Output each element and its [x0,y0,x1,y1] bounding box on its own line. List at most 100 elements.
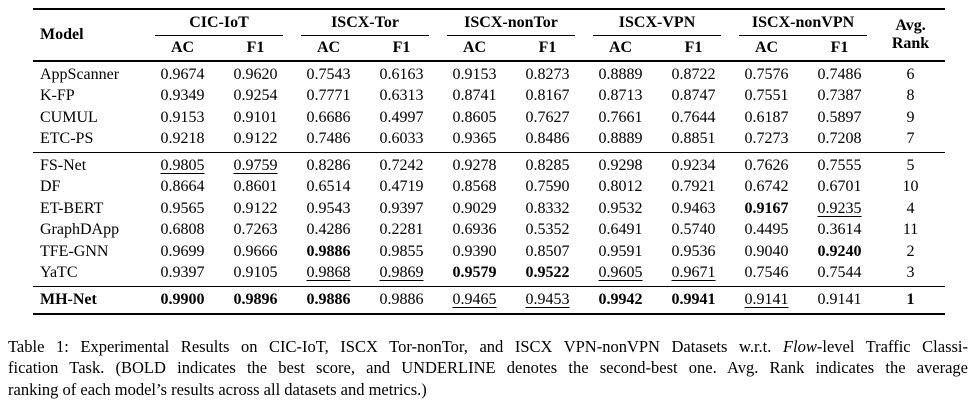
value-cell: 0.8605 [452,108,497,126]
value-cell: 0.9397 [160,264,205,281]
value-cell: 0.8568 [452,178,497,195]
value-cell: 0.8747 [671,87,716,104]
value-cell: 0.9886 [379,290,424,308]
table-row: K-FP 0.9349 0.9254 0.7771 0.6313 0.8741 0.8167… [33,86,945,108]
value-cell: 0.4286 [306,221,351,238]
value-cell: 0.9855 [379,242,424,260]
value-cell: 0.9122 [233,199,278,217]
avg-rank-cell: 10 [902,178,919,195]
table-row: FS-Net 0.9805 0.9759 0.8286 0.7242 0.9278 0.82… [33,153,945,177]
value-cell: 0.9543 [306,199,351,217]
avg-rank-cell: 8 [906,87,915,104]
value-cell: 0.8486 [525,130,570,147]
value-cell: 0.9868 [306,264,351,281]
avg-rank-cell: 4 [906,199,915,217]
value-cell: 0.9298 [598,156,643,174]
metric-header-ac: AC [438,36,511,62]
value-cell: 0.8722 [671,65,716,83]
value-cell: 0.9896 [233,290,278,308]
model-name-cell: ETC-PS [40,130,94,147]
value-cell: 0.6742 [744,178,789,195]
table-caption: Table 1: Experimental Results on CIC-IoT… [8,336,968,401]
table-row: YaTC 0.9397 0.9105 0.9868 0.9869 0.9579 0.9522… [33,263,945,287]
value-cell: 0.5352 [525,221,570,238]
value-cell: 0.3614 [817,221,862,238]
value-cell: 0.8889 [598,65,643,83]
value-cell: 0.9029 [452,199,497,217]
value-cell: 0.4997 [379,108,424,126]
value-cell: 0.8664 [160,178,205,195]
avg-rank-line1: Avg. [895,17,926,35]
value-cell: 0.9605 [598,264,643,281]
table-row: CUMUL 0.9153 0.9101 0.6686 0.4997 0.8605 0.762… [33,107,945,129]
value-cell: 0.9942 [598,290,643,308]
column-header-avg-rank: Avg. Rank [876,9,946,62]
value-cell: 0.9153 [452,65,497,83]
value-cell: 0.8713 [598,87,643,104]
value-cell: 0.8285 [525,156,570,174]
value-cell: 0.9666 [233,242,278,260]
value-cell: 0.9390 [452,242,497,260]
value-cell: 0.7627 [525,108,570,126]
value-cell: 0.9805 [160,156,205,174]
group-label: ISCX-nonVPN [739,14,868,36]
value-cell: 0.7273 [744,130,789,147]
value-cell: 0.9167 [744,199,789,217]
avg-rank-cell: 6 [906,65,915,83]
value-cell: 0.8012 [598,178,643,195]
group-header-iscx-nontor: ISCX-nonTor [438,9,584,36]
avg-rank-cell: 9 [906,108,915,126]
value-cell: 0.7543 [306,65,351,83]
value-cell: 0.9365 [452,130,497,147]
value-cell: 0.9536 [671,242,716,260]
metric-header-ac: AC [292,36,365,62]
value-cell: 0.9153 [160,108,205,126]
value-cell: 0.7544 [817,264,862,281]
value-cell: 0.5740 [671,221,716,238]
value-cell: 0.9218 [160,130,205,147]
value-cell: 0.9674 [160,65,205,83]
avg-rank-cell: 3 [906,264,915,281]
group-header-iscx-tor: ISCX-Tor [292,9,438,36]
group-header-iscx-nonvpn: ISCX-nonVPN [730,9,876,36]
model-name-cell: K-FP [40,87,75,104]
model-name-cell: TFE-GNN [40,242,109,260]
table-section: MH-Net 0.9900 0.9896 0.9886 0.9886 0.9465 0.94… [33,286,946,314]
value-cell: 0.7626 [744,156,789,174]
value-cell: 0.9141 [744,290,789,308]
value-cell: 0.7921 [671,178,716,195]
caption-line-3: ranking of each model’s results across a… [8,379,427,399]
table-header: Model CIC-IoT ISCX-Tor ISCX-nonTor ISCX-… [33,9,946,62]
value-cell: 0.9759 [233,156,278,174]
value-cell: 0.9397 [379,199,424,217]
value-cell: 0.7771 [306,87,351,104]
value-cell: 0.9941 [671,290,716,308]
value-cell: 0.7644 [671,108,716,126]
value-cell: 0.7486 [306,130,351,147]
model-name-cell: AppScanner [40,65,120,83]
value-cell: 0.6313 [379,87,424,104]
value-cell: 0.9278 [452,156,497,174]
group-label: CIC-IoT [155,14,283,36]
value-cell: 0.6686 [306,108,351,126]
value-cell: 0.8332 [525,199,570,217]
value-cell: 0.2281 [379,221,424,238]
avg-rank-cell: 11 [902,221,919,238]
value-cell: 0.9040 [744,242,789,260]
value-cell: 0.9122 [233,130,278,147]
metric-header-ac: AC [730,36,804,62]
value-cell: 0.6514 [306,178,351,195]
value-cell: 0.9900 [160,290,205,308]
value-cell: 0.9105 [233,264,278,281]
value-cell: 0.8167 [525,87,570,104]
group-label: ISCX-Tor [301,14,429,36]
value-cell: 0.7551 [744,87,789,104]
value-cell: 0.7590 [525,178,570,195]
value-cell: 0.9453 [525,290,570,308]
value-cell: 0.9869 [379,264,424,281]
value-cell: 0.6187 [744,108,789,126]
value-cell: 0.7387 [817,87,862,104]
value-cell: 0.9522 [525,264,570,281]
value-cell: 0.8741 [452,87,497,104]
value-cell: 0.6491 [598,221,643,238]
